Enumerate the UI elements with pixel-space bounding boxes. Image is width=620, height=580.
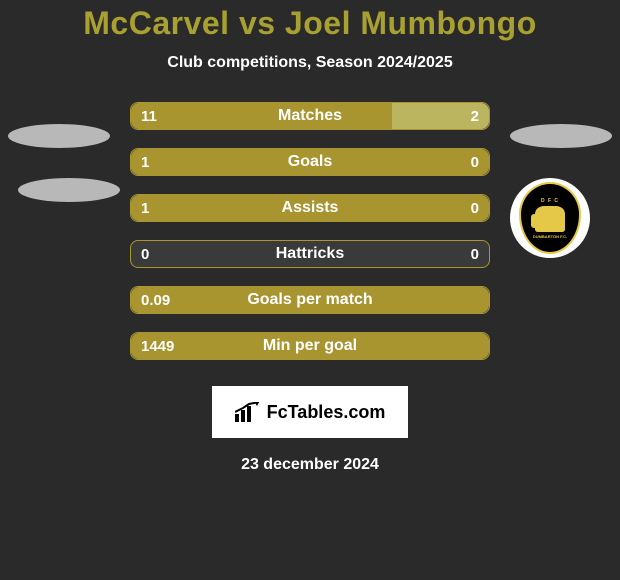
stat-row: 0.09Goals per match bbox=[130, 286, 490, 314]
stat-value-right: 0 bbox=[471, 149, 479, 175]
stat-row: 1Assists0 bbox=[130, 194, 490, 222]
stat-row: 1449Min per goal bbox=[130, 332, 490, 360]
crest-bottom-text: DUMBARTON F.C. bbox=[533, 234, 567, 239]
fctables-logo: FcTables.com bbox=[212, 386, 408, 438]
stat-label: Goals bbox=[131, 149, 489, 175]
subtitle: Club competitions, Season 2024/2025 bbox=[167, 54, 452, 72]
stat-value-right: 0 bbox=[471, 241, 479, 267]
club-badge-right: D F C DUMBARTON F.C. bbox=[510, 178, 590, 258]
stat-row: 0Hattricks0 bbox=[130, 240, 490, 268]
comparison-infographic: McCarvel vs Joel Mumbongo Club competiti… bbox=[0, 0, 620, 580]
dumbarton-crest: D F C DUMBARTON F.C. bbox=[519, 182, 581, 254]
stat-label: Assists bbox=[131, 195, 489, 221]
crest-top-text: D F C bbox=[541, 198, 559, 204]
stats-container: 11Matches21Goals01Assists00Hattricks00.0… bbox=[130, 102, 490, 378]
stat-row: 1Goals0 bbox=[130, 148, 490, 176]
stat-label: Matches bbox=[131, 103, 489, 129]
stat-label: Goals per match bbox=[131, 287, 489, 313]
stat-value-right: 2 bbox=[471, 103, 479, 129]
fctables-label: FcTables.com bbox=[267, 402, 386, 423]
chart-icon bbox=[235, 402, 261, 422]
elephant-icon bbox=[535, 206, 565, 232]
player-silhouette-right-1 bbox=[510, 124, 612, 148]
date-label: 23 december 2024 bbox=[241, 456, 379, 474]
player-silhouette-left-2 bbox=[18, 178, 120, 202]
stat-label: Min per goal bbox=[131, 333, 489, 359]
stat-label: Hattricks bbox=[131, 241, 489, 267]
stat-value-right: 0 bbox=[471, 195, 479, 221]
page-title: McCarvel vs Joel Mumbongo bbox=[83, 5, 536, 42]
stat-row: 11Matches2 bbox=[130, 102, 490, 130]
player-silhouette-left-1 bbox=[8, 124, 110, 148]
